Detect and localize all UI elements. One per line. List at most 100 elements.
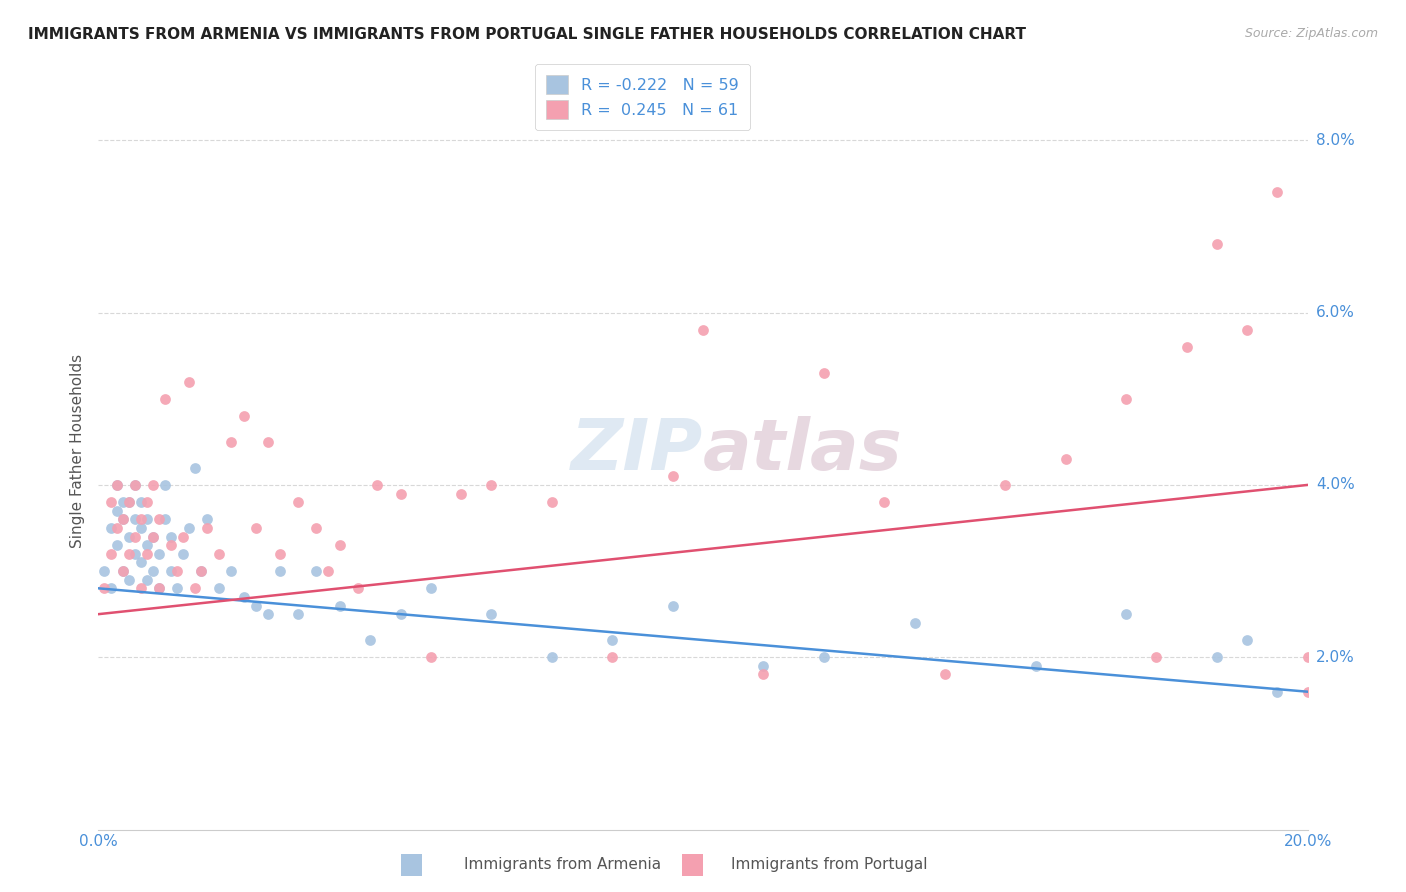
Point	[93, 582, 115, 596]
Point	[1206, 236, 1229, 251]
Point	[166, 564, 188, 578]
Point	[450, 486, 472, 500]
Point	[118, 530, 141, 544]
Point	[172, 547, 194, 561]
Point	[540, 495, 562, 509]
Point	[256, 434, 278, 449]
Point	[195, 521, 218, 535]
Point	[1175, 340, 1198, 354]
Point	[160, 538, 183, 552]
Point	[148, 582, 170, 596]
Point	[287, 607, 309, 622]
Point	[195, 512, 218, 526]
Point	[813, 650, 835, 665]
Point	[347, 582, 370, 596]
Point	[1296, 650, 1319, 665]
Point	[1267, 684, 1289, 698]
Point	[602, 650, 624, 665]
Point	[100, 495, 122, 509]
Point	[148, 547, 170, 561]
Point	[692, 323, 714, 337]
Point	[305, 564, 328, 578]
Point	[135, 573, 157, 587]
Point	[124, 547, 146, 561]
Legend: R = -0.222   N = 59, R =  0.245   N = 61: R = -0.222 N = 59, R = 0.245 N = 61	[534, 64, 751, 130]
Point	[111, 564, 134, 578]
Point	[481, 607, 503, 622]
Point	[1267, 185, 1289, 199]
Point	[389, 607, 412, 622]
Point	[994, 478, 1017, 492]
Point	[305, 521, 328, 535]
Point	[129, 512, 152, 526]
Point	[190, 564, 212, 578]
Text: 8.0%: 8.0%	[1316, 133, 1354, 148]
Point	[160, 530, 183, 544]
Point	[100, 582, 122, 596]
Point	[221, 434, 243, 449]
Point	[148, 512, 170, 526]
Point	[124, 478, 146, 492]
Point	[752, 658, 775, 673]
Point	[221, 564, 243, 578]
Text: Source: ZipAtlas.com: Source: ZipAtlas.com	[1244, 27, 1378, 40]
Point	[179, 375, 201, 389]
Point	[184, 582, 207, 596]
Point	[1206, 650, 1229, 665]
Text: Immigrants from Armenia: Immigrants from Armenia	[464, 857, 661, 872]
Point	[111, 495, 134, 509]
Point	[172, 530, 194, 544]
Point	[124, 478, 146, 492]
Point	[135, 538, 157, 552]
Text: 6.0%: 6.0%	[1316, 305, 1355, 320]
Point	[142, 530, 165, 544]
Point	[105, 504, 128, 518]
Point	[904, 615, 927, 630]
Point	[208, 582, 231, 596]
Point	[105, 521, 128, 535]
Point	[329, 538, 352, 552]
Point	[190, 564, 212, 578]
Point	[329, 599, 352, 613]
Point	[111, 512, 134, 526]
Point	[360, 633, 382, 648]
Point	[179, 521, 201, 535]
Point	[208, 547, 231, 561]
Point	[934, 667, 956, 681]
Point	[105, 538, 128, 552]
Point	[105, 478, 128, 492]
Point	[105, 478, 128, 492]
Point	[366, 478, 388, 492]
Point	[135, 495, 157, 509]
Point	[129, 521, 152, 535]
Point	[813, 366, 835, 380]
Point	[420, 650, 443, 665]
Point	[100, 521, 122, 535]
Point	[118, 547, 141, 561]
Point	[1054, 452, 1077, 467]
Point	[389, 486, 412, 500]
Point	[142, 530, 165, 544]
Point	[245, 521, 267, 535]
Point	[100, 547, 122, 561]
Point	[166, 582, 188, 596]
Point	[118, 495, 141, 509]
Point	[1115, 607, 1137, 622]
Text: IMMIGRANTS FROM ARMENIA VS IMMIGRANTS FROM PORTUGAL SINGLE FATHER HOUSEHOLDS COR: IMMIGRANTS FROM ARMENIA VS IMMIGRANTS FR…	[28, 27, 1026, 42]
Point	[1236, 633, 1258, 648]
Point	[420, 582, 443, 596]
Point	[232, 590, 254, 604]
Point	[153, 392, 176, 406]
Text: 4.0%: 4.0%	[1316, 477, 1354, 492]
Point	[1236, 323, 1258, 337]
Text: ZIP: ZIP	[571, 416, 703, 485]
Point	[1115, 392, 1137, 406]
Point	[269, 564, 291, 578]
Point	[1296, 684, 1319, 698]
Point	[111, 512, 134, 526]
Point	[142, 478, 165, 492]
Point	[111, 564, 134, 578]
Point	[752, 667, 775, 681]
Point	[135, 512, 157, 526]
Point	[124, 512, 146, 526]
